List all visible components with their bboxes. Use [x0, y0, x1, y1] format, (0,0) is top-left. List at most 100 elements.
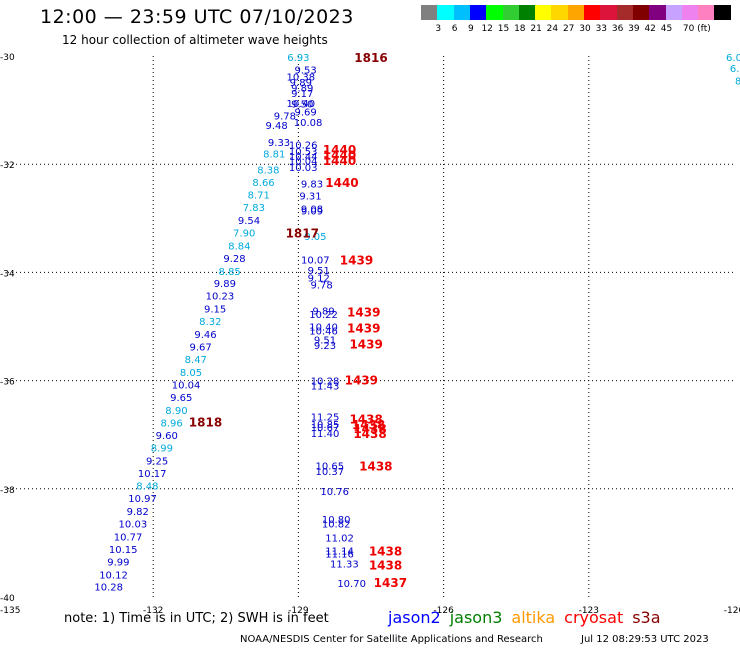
pass-time-label: 1818 — [189, 416, 222, 430]
swh-value-label: 9.89 — [214, 279, 236, 290]
credit-line: NOAA/NESDIS Center for Satellite Applica… — [240, 634, 543, 645]
swh-value-label: 8.96 — [160, 418, 182, 429]
x-tick-label: -135 — [0, 606, 20, 616]
legend-label: 27 — [562, 24, 575, 34]
pass-time-label: 1440 — [325, 176, 358, 190]
legend-label: 15 — [497, 24, 510, 34]
pass-time-label: 1438 — [353, 427, 386, 441]
legend-swatch — [469, 5, 487, 20]
pass-time-label: 1439 — [345, 374, 378, 388]
legend-label: 70 (ft) — [682, 24, 711, 34]
swh-value-label: 11.40 — [311, 429, 340, 440]
generation-timestamp: Jul 12 08:29:53 UTC 2023 — [581, 634, 709, 645]
y-tick-label: -32 — [0, 161, 15, 171]
pass-time-label: 1439 — [347, 305, 380, 319]
swh-value-label: 9.46 — [194, 330, 216, 341]
swh-value-label: 10.17 — [138, 469, 167, 480]
pass-time-label: 1439 — [340, 253, 373, 267]
swh-value-label: 8.66 — [252, 178, 274, 189]
legend-swatch — [502, 5, 520, 20]
swh-value-label: 9.69 — [295, 108, 317, 119]
swh-value-label: 8.47 — [185, 355, 207, 366]
swh-value-label: 6.8 — [730, 64, 740, 75]
mission-name: cryosat — [564, 608, 624, 627]
swh-value-label: 10.37 — [316, 467, 345, 478]
legend-label: 3 — [435, 24, 442, 34]
swh-value-label: 10.76 — [320, 487, 349, 498]
swh-value-label: 10.03 — [289, 163, 318, 174]
swh-value-label: 10.77 — [114, 532, 143, 543]
swh-value-label: 10.15 — [109, 545, 138, 556]
swh-value-label: 10.46 — [309, 326, 338, 337]
swh-value-label: 10.67 — [311, 423, 340, 434]
pass-time-label: 1439 — [347, 322, 380, 336]
x-tick-label: -126 — [433, 606, 454, 616]
swh-value-label: 10.85 — [311, 420, 340, 431]
swh-value-label: 6.0 — [726, 53, 740, 64]
swh-value-label: 9.05 — [304, 232, 326, 243]
legend-label: 33 — [595, 24, 608, 34]
x-tick-label: -129 — [288, 606, 309, 616]
chart-subtitle: 12 hour collection of altimeter wave hei… — [62, 33, 328, 47]
swh-value-label: 11.14 — [325, 546, 354, 557]
swh-value-label: 9.89 — [290, 78, 312, 89]
legend-label: 39 — [628, 24, 640, 34]
swh-value-label: 9.15 — [204, 305, 226, 316]
legend-label: 21 — [530, 24, 542, 34]
swh-value-label: 8.32 — [199, 317, 221, 328]
legend-label: 9 — [468, 24, 474, 34]
swh-value-label: 9.89 — [312, 306, 334, 317]
swh-value-label: 9.53 — [295, 66, 317, 77]
legend-label: 30 — [579, 24, 591, 34]
swh-value-label: 8.84 — [228, 241, 250, 252]
swh-value-label: 8.38 — [257, 166, 279, 177]
legend-swatch — [535, 5, 553, 20]
swh-value-label: 8.99 — [151, 444, 173, 455]
swh-value-label: 9.17 — [291, 89, 313, 100]
mission-name: jason2 — [388, 608, 441, 627]
graticule — [8, 56, 734, 597]
swh-value-label: 8.71 — [248, 190, 270, 201]
swh-value-label: 8.81 — [263, 149, 285, 160]
swh-value-label: 10.28 — [311, 377, 340, 388]
legend-swatch — [551, 5, 569, 20]
mission-name: jason3 — [449, 608, 503, 627]
mission-name: altika — [511, 608, 556, 627]
pass-time-label: 1816 — [354, 51, 387, 65]
swh-value-label: 9.60 — [156, 431, 178, 442]
swh-value-label: 6.93 — [287, 53, 309, 64]
x-tick-label: -132 — [143, 606, 163, 616]
x-tick-label: -123 — [579, 606, 599, 616]
swh-value-label: 10.40 — [309, 323, 338, 334]
swh-value-label: 9.51 — [314, 335, 336, 346]
legend-label: 24 — [546, 24, 559, 34]
swh-value-label: 9.12 — [308, 273, 330, 284]
pass-time-label: 1440 — [323, 154, 356, 168]
pass-time-label: 1438 — [349, 412, 382, 426]
legend-swatch — [567, 5, 585, 20]
swh-value-label: 9.83 — [301, 180, 323, 191]
swh-value-label: 11.43 — [311, 381, 340, 392]
pass-time-label: 1438 — [369, 559, 402, 573]
swh-value-label: 10.38 — [286, 73, 315, 84]
swh-value-label: 10.70 — [337, 579, 366, 590]
swh-value-label: 10.44 — [289, 152, 318, 163]
swh-value-label: 10.97 — [128, 494, 157, 505]
pass-time-label: 1438 — [369, 544, 402, 558]
swh-value-label: 9.33 — [268, 138, 290, 149]
legend-swatch — [698, 5, 716, 20]
swh-value-label: 9.67 — [189, 343, 211, 354]
y-tick-label: -38 — [0, 486, 15, 496]
swh-value-label: 8.90 — [165, 406, 187, 417]
swh-value-label: 11.25 — [311, 412, 340, 423]
pass-time-label: 1817 — [286, 226, 319, 240]
swh-value-label: 9.09 — [301, 207, 323, 218]
legend-label: 36 — [611, 24, 624, 34]
swh-value-label: 8.05 — [180, 368, 202, 379]
pass-time-label: 1438 — [359, 460, 392, 474]
swh-value-label: 8.85 — [219, 267, 241, 278]
legend-label: 6 — [451, 24, 458, 34]
pass-time-label: 1437 — [374, 576, 407, 590]
swh-value-label: 10.04 — [289, 156, 318, 167]
